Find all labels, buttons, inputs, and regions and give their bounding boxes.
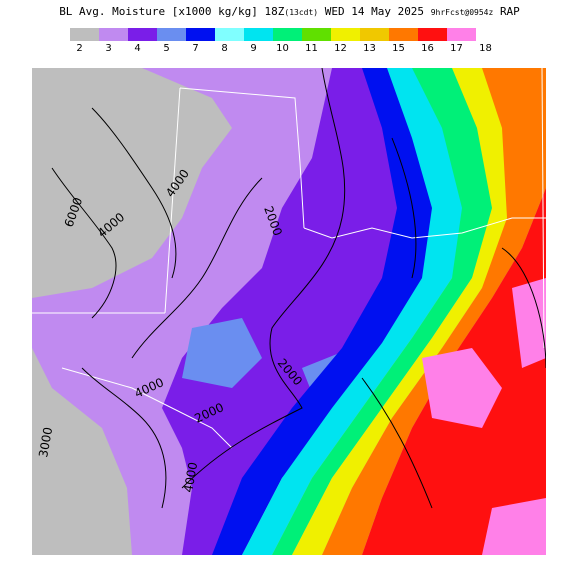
contour-line xyxy=(501,247,546,369)
height-contours xyxy=(51,68,546,509)
legend-tick: 11 xyxy=(305,43,318,54)
contour-line xyxy=(131,177,263,359)
legend-tick: 5 xyxy=(163,43,170,54)
swatch-8 xyxy=(302,28,331,41)
moisture-band-cyan xyxy=(242,68,472,555)
swatch-0 xyxy=(70,28,99,41)
colorbar-legend: 2 3 4 5 7 8 9 10 11 12 13 15 16 17 18 xyxy=(70,28,505,58)
swatch-7 xyxy=(273,28,302,41)
border-line xyxy=(61,367,233,449)
title-cdt: (13cdt) xyxy=(284,8,319,17)
swatch-2 xyxy=(128,28,157,41)
legend-tick: 7 xyxy=(192,43,199,54)
legend-tick: 10 xyxy=(276,43,289,54)
moisture-band-purple xyxy=(162,68,412,555)
contour-label: 3000 xyxy=(36,426,55,459)
legend-tick: 3 xyxy=(105,43,112,54)
legend-tick: 2 xyxy=(76,43,83,54)
moisture-band-pink xyxy=(422,278,546,555)
contour-label: 4000 xyxy=(181,461,200,494)
contour-line xyxy=(391,137,417,279)
swatch-9 xyxy=(331,28,360,41)
swatch-11 xyxy=(389,28,418,41)
border-line xyxy=(303,217,546,239)
contour-line xyxy=(361,377,433,509)
state-borders xyxy=(32,68,546,449)
border-line xyxy=(179,87,305,229)
border-line xyxy=(541,68,545,349)
moisture-band-blue xyxy=(212,68,442,555)
swatch-12 xyxy=(418,28,447,41)
title-date: WED 14 May 2025 xyxy=(324,5,425,18)
swatch-10 xyxy=(360,28,389,41)
swatch-1 xyxy=(99,28,128,41)
legend-tick: 12 xyxy=(334,43,347,54)
legend-tick: 15 xyxy=(392,43,405,54)
swatch-4 xyxy=(186,28,215,41)
contour-line xyxy=(51,167,117,319)
legend-tick: 16 xyxy=(421,43,434,54)
swatch-3 xyxy=(157,28,186,41)
moisture-map: 6000 4000 4000 2000 2000 4000 2000 4000 … xyxy=(32,68,546,555)
title-model: RAP xyxy=(499,5,520,18)
swatch-6 xyxy=(244,28,273,41)
contour-line xyxy=(91,107,177,279)
legend-tick: 8 xyxy=(221,43,228,54)
contour-line xyxy=(181,68,346,489)
legend-tick: 13 xyxy=(363,43,376,54)
legend-tick: 18 xyxy=(479,43,492,54)
title-fcst: 9hrFcst@0954z xyxy=(430,8,494,17)
swatch-13 xyxy=(447,28,476,41)
legend-tick: 17 xyxy=(450,43,463,54)
border-line xyxy=(164,87,181,314)
title-main: BL Avg. Moisture [x1000 kg/kg] xyxy=(59,5,258,18)
contour-line xyxy=(81,367,167,509)
title-cycle: 18Z xyxy=(264,5,285,18)
map-title: BL Avg. Moisture [x1000 kg/kg] 18Z(13cdt… xyxy=(0,5,579,18)
legend-tick: 4 xyxy=(134,43,141,54)
moisture-band-orange xyxy=(322,68,546,555)
swatch-5 xyxy=(215,28,244,41)
legend-tick: 9 xyxy=(250,43,257,54)
